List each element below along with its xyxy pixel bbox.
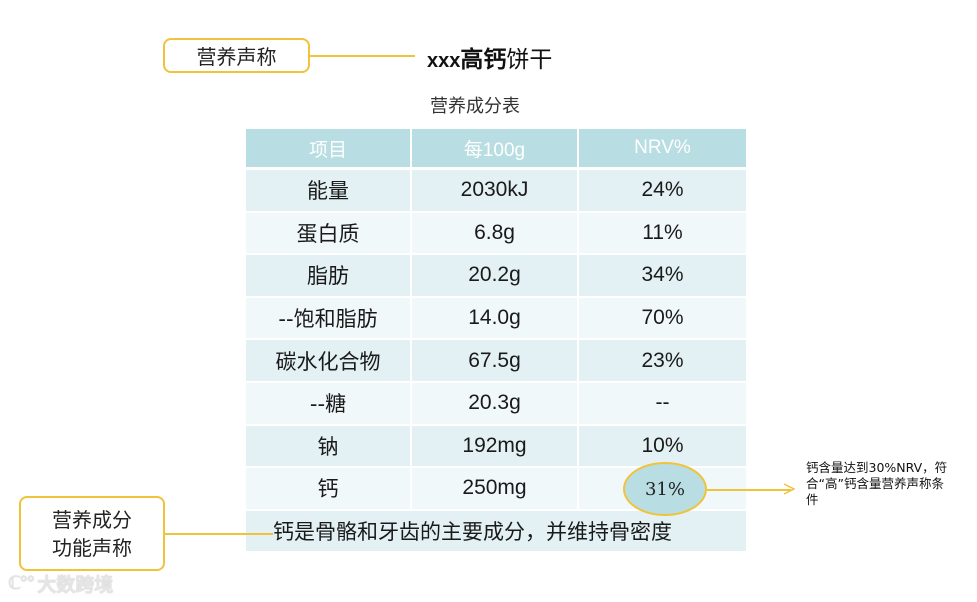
product-prefix: xxx: [427, 50, 461, 72]
nutrition-claim-label: 营养声称: [196, 45, 277, 69]
row-per100g: 6.8g: [412, 212, 579, 256]
row-per100g: 67.5g: [412, 340, 579, 383]
table-row: 脂肪 20.2g 34%: [246, 255, 746, 298]
row-nrv: 70%: [579, 297, 746, 341]
row-per100g: 20.3g: [412, 382, 579, 426]
watermark-logo-icon: ℂ°°: [8, 573, 35, 594]
header-per100g: 每100g: [412, 129, 579, 170]
nutrition-claim-callout: 营养声称: [163, 38, 310, 73]
arrow-right-icon: [783, 483, 795, 495]
function-claim-line2: 功能声称: [52, 535, 132, 560]
table-header-row: 项目 每100g NRV%: [246, 129, 746, 170]
row-item: 钠: [246, 425, 412, 469]
nutrition-table: 项目 每100g NRV% 能量 2030kJ 24% 蛋白质 6.8g 11%…: [246, 129, 746, 553]
row-nrv: 24%: [579, 170, 746, 213]
row-nrv: 23%: [579, 340, 746, 383]
function-connector-line: [165, 533, 273, 535]
header-item: 项目: [246, 129, 412, 170]
product-bold-part: 高钙: [460, 47, 507, 73]
table-title: 营养成分表: [430, 96, 520, 117]
row-nrv: 11%: [579, 212, 746, 256]
calcium-claim-note: 钙含量达到30%NRV，符合“高”钙含量营养声称条件: [806, 460, 948, 507]
table-row: 能量 2030kJ 24%: [246, 170, 746, 213]
row-item: 钙: [246, 468, 412, 511]
row-item: 碳水化合物: [246, 340, 412, 383]
calcium-nrv-highlight: 31%: [623, 462, 707, 516]
table-row: 碳水化合物 67.5g 23%: [246, 340, 746, 383]
watermark: ℂ°° 大数跨境: [8, 570, 113, 597]
product-suffix: 饼干: [506, 47, 553, 73]
row-item: 能量: [246, 170, 412, 213]
row-item: --饱和脂肪: [246, 297, 412, 341]
function-claim-callout: 营养成分 功能声称: [19, 496, 165, 571]
row-nrv: 34%: [579, 255, 746, 298]
row-per100g: 250mg: [412, 468, 579, 511]
row-per100g: 2030kJ: [412, 170, 579, 213]
function-claim-text: 钙是骨骼和牙齿的主要成分，并维持骨密度: [246, 510, 746, 551]
row-item: --糖: [246, 382, 412, 426]
table-row: --糖 20.3g --: [246, 382, 746, 426]
watermark-text: 大数跨境: [37, 574, 114, 596]
header-nrv: NRV%: [579, 129, 746, 170]
row-per100g: 192mg: [412, 425, 579, 469]
note-arrow-line: [707, 489, 791, 491]
row-item: 蛋白质: [246, 212, 412, 256]
table-footer-row: 钙是骨骼和牙齿的主要成分，并维持骨密度: [246, 510, 746, 554]
row-nrv: --: [579, 382, 746, 426]
product-title: xxx高钙饼干: [427, 40, 552, 74]
row-per100g: 20.2g: [412, 255, 579, 298]
row-per100g: 14.0g: [412, 297, 579, 341]
calcium-nrv-value: 31%: [644, 478, 685, 500]
row-item: 脂肪: [246, 255, 412, 298]
function-claim-line1: 营养成分: [52, 507, 132, 532]
table-row: 蛋白质 6.8g 11%: [246, 212, 746, 256]
table-row: --饱和脂肪 14.0g 70%: [246, 297, 746, 341]
claim-connector-line: [310, 55, 415, 57]
